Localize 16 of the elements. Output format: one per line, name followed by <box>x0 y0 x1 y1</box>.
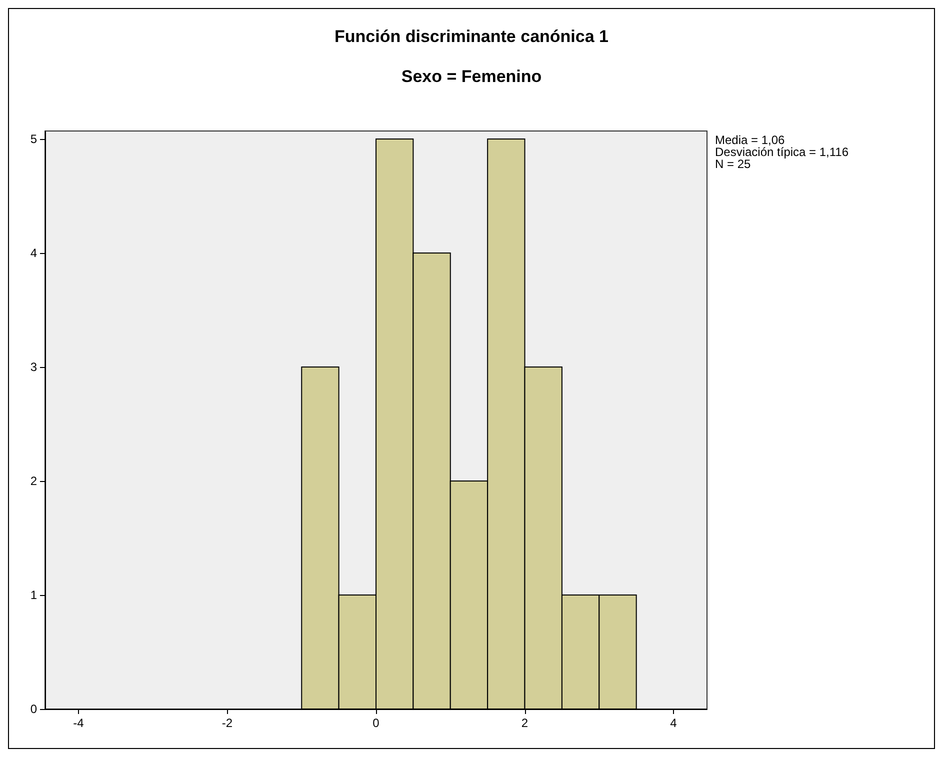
y-tick-label: 5 <box>30 132 38 146</box>
x-tick-label: 0 <box>372 716 380 730</box>
chart-subtitle: Sexo = Femenino <box>401 67 542 86</box>
x-tick-label: -4 <box>73 716 84 730</box>
y-tick-label: 1 <box>30 588 38 602</box>
chart-title: Función discriminante canónica 1 <box>334 27 608 46</box>
text: Media = 1,06 <box>715 133 786 147</box>
y-tick-label: 3 <box>30 360 38 374</box>
text: Desviación típica = 1,116 <box>715 145 849 159</box>
x-tick-label: -2 <box>222 716 233 730</box>
x-tick-label: 2 <box>521 716 528 730</box>
y-tick-label: 2 <box>30 474 38 488</box>
text: N = 25 <box>715 157 752 171</box>
y-tick-label: 0 <box>30 702 38 716</box>
x-tick-label: 4 <box>670 716 678 730</box>
y-tick-label: 4 <box>30 246 38 260</box>
